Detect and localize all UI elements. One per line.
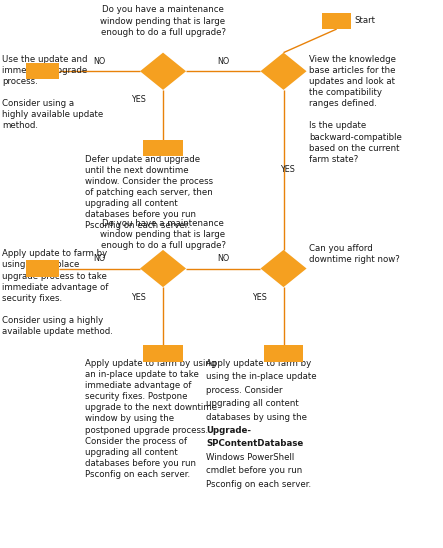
- Text: Do you have a maintenance
window pending that is large
enough to do a full upgra: Do you have a maintenance window pending…: [101, 219, 225, 250]
- Text: Upgrade-: Upgrade-: [206, 426, 251, 435]
- Text: cmdlet before you run: cmdlet before you run: [206, 466, 302, 475]
- Text: NO: NO: [93, 254, 106, 263]
- FancyBboxPatch shape: [26, 63, 59, 79]
- FancyBboxPatch shape: [264, 345, 303, 362]
- Text: YES: YES: [131, 293, 146, 301]
- Text: SPContentDatabase: SPContentDatabase: [206, 439, 303, 448]
- FancyBboxPatch shape: [26, 260, 59, 277]
- Text: Can you afford
downtime right now?: Can you afford downtime right now?: [309, 244, 400, 264]
- Text: NO: NO: [217, 254, 229, 263]
- Text: NO: NO: [93, 57, 106, 66]
- Text: Apply update to farm by: Apply update to farm by: [206, 359, 311, 368]
- Text: Start: Start: [354, 16, 375, 25]
- FancyBboxPatch shape: [143, 140, 183, 156]
- Text: Apply update to farm by using
an in-place update to take
immediate advantage of
: Apply update to farm by using an in-plac…: [85, 359, 217, 479]
- Text: YES: YES: [131, 95, 146, 104]
- Text: Do you have a maintenance
window pending that is large
enough to do a full upgra: Do you have a maintenance window pending…: [101, 5, 225, 37]
- Text: Use the update and
immediate upgrade
process.

Consider using a
highly available: Use the update and immediate upgrade pro…: [2, 55, 104, 130]
- Text: YES: YES: [252, 293, 267, 301]
- Text: process. Consider: process. Consider: [206, 386, 283, 395]
- Text: databases by using the: databases by using the: [206, 413, 307, 421]
- Text: upgrading all content: upgrading all content: [206, 399, 299, 408]
- Polygon shape: [260, 250, 307, 287]
- FancyBboxPatch shape: [323, 13, 351, 29]
- Text: View the knowledge
base articles for the
updates and look at
the compatibility
r: View the knowledge base articles for the…: [309, 55, 402, 164]
- Text: Defer update and upgrade
until the next downtime
window. Consider the process
of: Defer update and upgrade until the next …: [85, 155, 213, 230]
- Polygon shape: [260, 53, 307, 90]
- Polygon shape: [140, 250, 186, 287]
- Text: NO: NO: [217, 57, 229, 66]
- Text: using the in-place update: using the in-place update: [206, 373, 317, 381]
- Text: Apply update to farm by
using the in-place
upgrade process to take
immediate adv: Apply update to farm by using the in-pla…: [2, 249, 113, 336]
- Text: Windows PowerShell: Windows PowerShell: [206, 453, 294, 462]
- Text: YES: YES: [280, 165, 295, 174]
- FancyBboxPatch shape: [143, 345, 183, 362]
- Text: Psconfig on each server.: Psconfig on each server.: [206, 480, 311, 489]
- Polygon shape: [140, 53, 186, 90]
